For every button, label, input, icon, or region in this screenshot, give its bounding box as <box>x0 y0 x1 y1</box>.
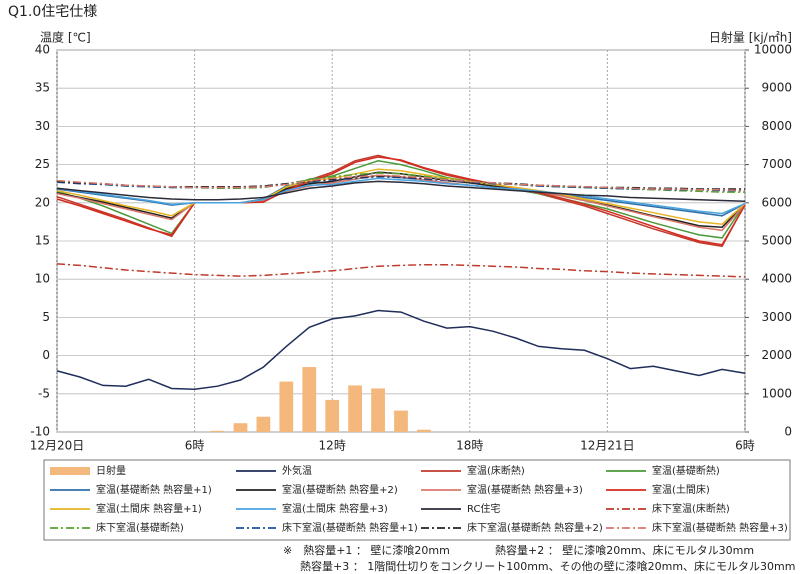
bar <box>302 367 317 432</box>
y2-tick-label: 9000 <box>761 81 792 95</box>
y-tick-label: 5 <box>42 310 50 324</box>
series-line <box>56 160 746 239</box>
y-tick-label: 0 <box>42 348 50 362</box>
legend-label: 室温(基礎断熱) <box>652 464 720 477</box>
bar <box>394 410 408 432</box>
chart-title: Q1.0住宅仕様 <box>8 4 97 20</box>
bar <box>256 416 271 432</box>
x-tick-label: 12時 <box>319 439 346 453</box>
bar <box>325 399 340 432</box>
bar <box>371 388 385 432</box>
y2-tick-label: 4000 <box>761 272 792 286</box>
legend-label: 外気温 <box>282 464 312 477</box>
series-line <box>56 180 746 203</box>
legend-label: 床下室温(床断熱) <box>652 502 730 515</box>
y-tick-label: 10 <box>35 272 50 286</box>
series-line <box>56 176 745 192</box>
bar <box>233 423 248 432</box>
legend-label: 床下室温(基礎断熱 熱容量+1) <box>282 521 418 534</box>
legend-label: 床下室温(基礎断熱) <box>96 521 184 534</box>
footnote: 熱容量+3 ： 1階間仕切りをコンクリート100mm、その他の壁に漆喰20mm、… <box>300 559 796 573</box>
legend-frame <box>43 459 791 541</box>
legend-label: 室温(基礎断熱 熱容量+3) <box>467 483 583 496</box>
y2-tick-label: 1000 <box>761 386 792 400</box>
y-axis-label: 温度 [℃] <box>40 30 91 45</box>
y2-tick-label: 6000 <box>761 195 792 209</box>
y-tick-label: -10 <box>30 425 50 439</box>
legend-label: 室温(床断熱) <box>467 464 525 477</box>
y2-axis-label: 日射量 [kj/㎡h] <box>709 30 792 45</box>
x-tick-label: 6時 <box>735 439 755 453</box>
legend-swatch <box>50 467 90 475</box>
legend-label: 室温(基礎断熱 熱容量+1) <box>96 483 212 496</box>
footnote: ※ 熱容量+1 ： 壁に漆喰20mm <box>283 543 450 557</box>
series-line <box>56 154 746 248</box>
y-tick-label: 25 <box>35 157 50 171</box>
y2-tick-label: 10000 <box>754 43 792 57</box>
x-tick-label: 6時 <box>185 439 205 453</box>
y2-tick-label: 7000 <box>761 157 792 171</box>
series-line <box>56 174 746 192</box>
series-line <box>56 174 746 217</box>
legend-label: 室温(土間床 熱容量+3) <box>282 502 388 515</box>
series-line <box>56 177 746 215</box>
y-tick-label: 20 <box>35 195 50 209</box>
legend-label: 床下室温(基礎断熱 熱容量+2) <box>467 521 603 534</box>
y2-tick-label: 2000 <box>761 348 792 362</box>
x-tick-label: 18時 <box>456 439 483 453</box>
series-line <box>56 171 746 228</box>
y2-tick-label: 5000 <box>761 234 792 248</box>
series-line <box>56 156 746 246</box>
y-tick-label: 35 <box>35 81 50 95</box>
y-tick-label: -5 <box>38 386 50 400</box>
legend-label: 日射量 <box>96 465 126 477</box>
x-tick-label: 12月20日 <box>30 439 85 453</box>
y2-tick-label: 8000 <box>761 119 792 133</box>
bar <box>348 385 363 432</box>
legend-label: 室温(土間床) <box>652 483 710 496</box>
legend-label: 室温(基礎断熱 熱容量+2) <box>282 483 398 496</box>
y2-tick-label: 0 <box>784 425 792 439</box>
bar <box>279 381 294 432</box>
series-line <box>56 174 746 232</box>
y-tick-label: 30 <box>35 119 50 133</box>
y2-tick-label: 3000 <box>761 310 792 324</box>
series-line <box>56 168 746 225</box>
legend-label: RC住宅 <box>467 502 500 515</box>
x-tick-label: 12月21日 <box>580 439 635 453</box>
series-line <box>56 309 746 390</box>
legend-label: 室温(土間床 熱容量+1) <box>96 502 202 515</box>
legend-label: 床下室温(基礎断熱 熱容量+3) <box>652 521 788 534</box>
footnote: 熱容量+2 ： 壁に漆喰20mm、床にモルタル30mm <box>495 543 754 557</box>
series-line <box>56 263 746 278</box>
bar <box>210 430 225 432</box>
y-tick-label: 15 <box>35 234 50 248</box>
bar <box>417 429 431 432</box>
y-tick-label: 40 <box>35 43 50 57</box>
